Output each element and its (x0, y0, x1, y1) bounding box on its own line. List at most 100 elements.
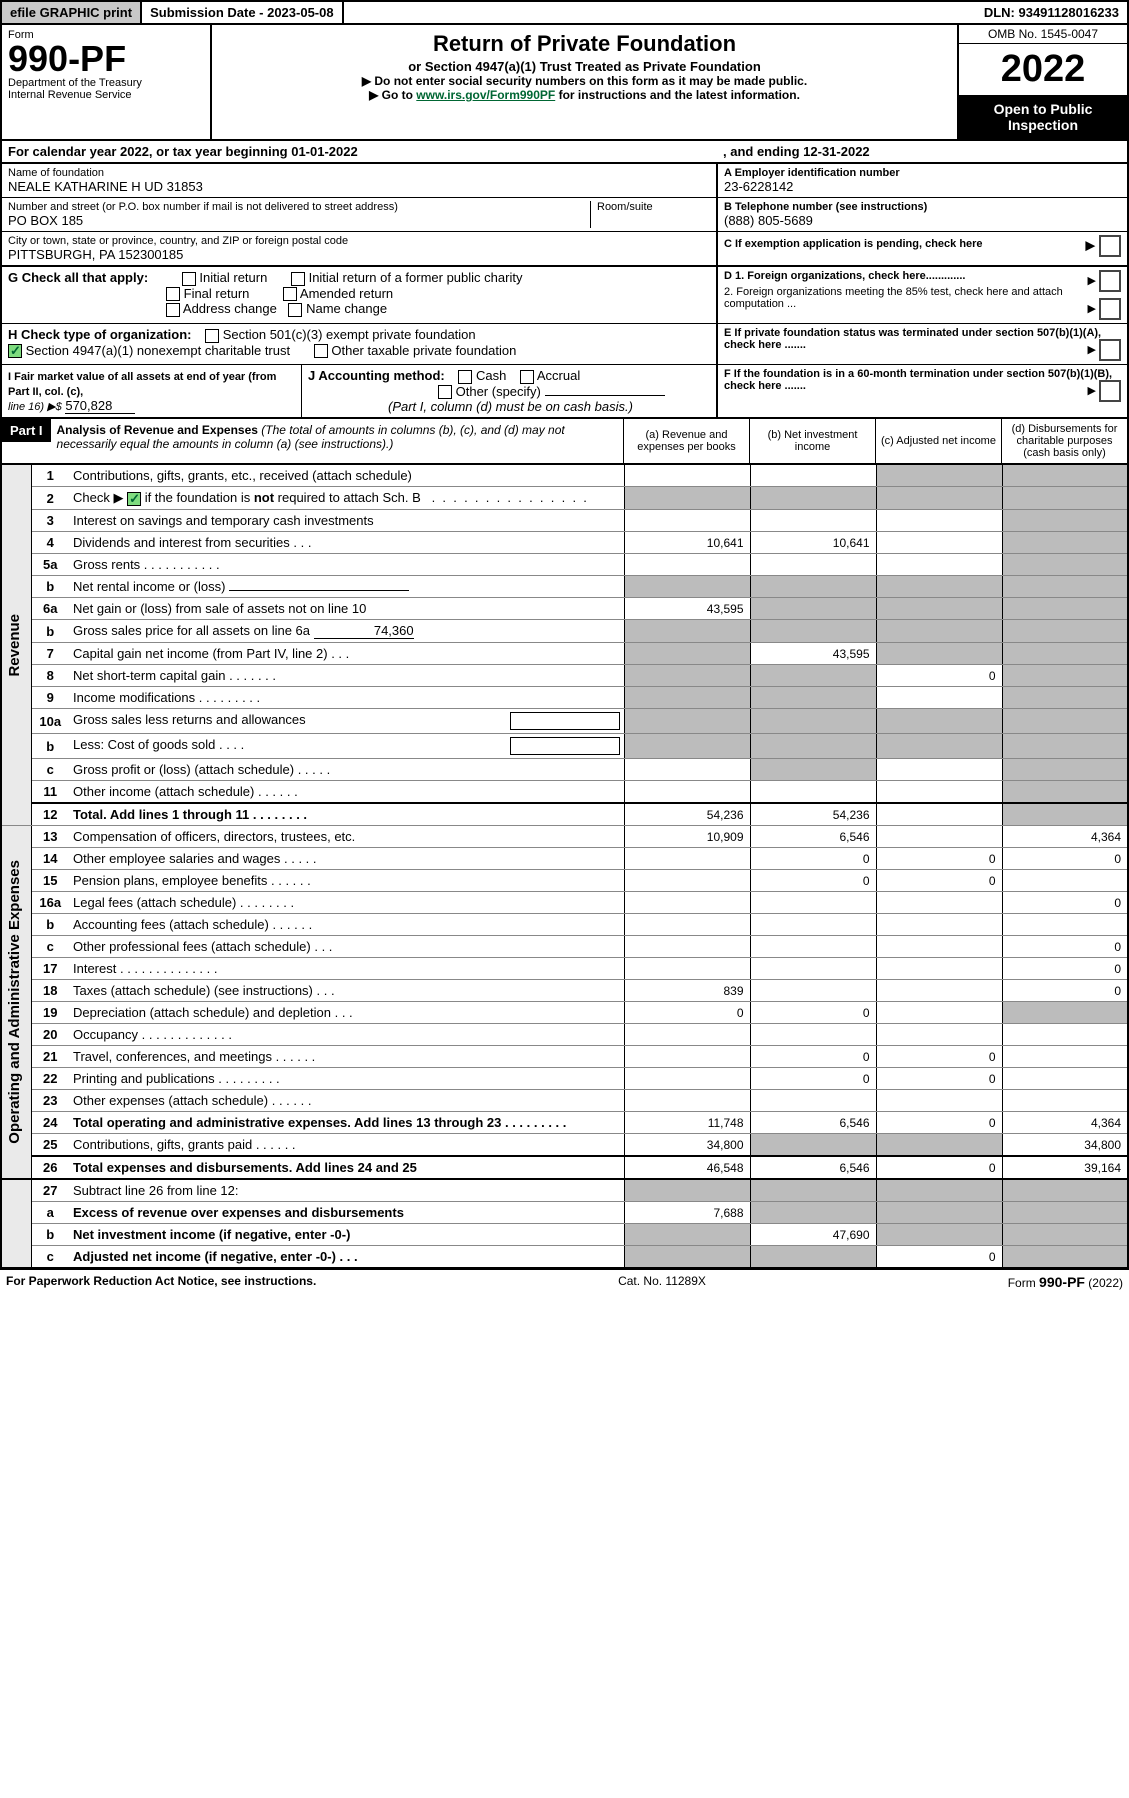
f-checkbox[interactable] (1099, 380, 1121, 402)
line-row: 15Pension plans, employee benefits . . .… (1, 870, 1128, 892)
line-row: 11Other income (attach schedule) . . . .… (1, 781, 1128, 804)
instr-2-post: for instructions and the latest informat… (555, 88, 800, 102)
j-accrual-checkbox[interactable] (520, 370, 534, 384)
g-initial-former: Initial return of a former public charit… (309, 270, 523, 285)
g-name-checkbox[interactable] (288, 303, 302, 317)
city-value: PITTSBURGH, PA 152300185 (8, 247, 710, 262)
line-row: 14Other employee salaries and wages . . … (1, 848, 1128, 870)
g-final: Final return (184, 286, 250, 301)
g-amended-checkbox[interactable] (283, 287, 297, 301)
phone-value: (888) 805-5689 (724, 213, 1121, 228)
line-row: 23Other expenses (attach schedule) . . .… (1, 1090, 1128, 1112)
g-label: G Check all that apply: (8, 270, 148, 285)
line-row: 5aGross rents . . . . . . . . . . . (1, 554, 1128, 576)
e-label: E If private foundation status was termi… (724, 327, 1101, 351)
j-cash-checkbox[interactable] (458, 370, 472, 384)
ein-value: 23-6228142 (724, 179, 1121, 194)
dept: Department of the Treasury (8, 77, 204, 89)
efile-print[interactable]: efile GRAPHIC print (2, 2, 142, 23)
room-label: Room/suite (597, 201, 710, 213)
line-row: bGross sales price for all assets on lin… (1, 620, 1128, 643)
line-row: 25Contributions, gifts, grants paid . . … (1, 1134, 1128, 1157)
g-initial-former-checkbox[interactable] (291, 272, 305, 286)
col-d-header: (d) Disbursements for charitable purpose… (1001, 419, 1127, 463)
line-row: 24Total operating and administrative exp… (1, 1112, 1128, 1134)
line-row: 12Total. Add lines 1 through 11 . . . . … (1, 803, 1128, 826)
form-header: Form 990-PF Department of the Treasury I… (0, 25, 1129, 141)
i-line: line 16) ▶$ (8, 401, 62, 413)
line-row: 4Dividends and interest from securities … (1, 532, 1128, 554)
j-label: J Accounting method: (308, 368, 445, 383)
g-final-checkbox[interactable] (166, 287, 180, 301)
line-row: 22Printing and publications . . . . . . … (1, 1068, 1128, 1090)
form-number: 990-PF (8, 41, 204, 77)
g-name: Name change (306, 301, 387, 316)
top-bar: efile GRAPHIC print Submission Date - 20… (0, 0, 1129, 25)
line-row: aExcess of revenue over expenses and dis… (1, 1202, 1128, 1224)
d2-label: 2. Foreign organizations meeting the 85%… (724, 286, 1063, 310)
instr-1: ▶ Do not enter social security numbers o… (222, 74, 947, 88)
h-other-checkbox[interactable] (314, 344, 328, 358)
g-amended: Amended return (300, 286, 393, 301)
line-row: 27Subtract line 26 from line 12: (1, 1179, 1128, 1202)
j-other-checkbox[interactable] (438, 385, 452, 399)
e-checkbox[interactable] (1099, 339, 1121, 361)
h-4947-checkbox[interactable] (8, 344, 22, 358)
line-row: Revenue1Contributions, gifts, grants, et… (1, 465, 1128, 487)
footer: For Paperwork Reduction Act Notice, see … (0, 1269, 1129, 1294)
dln: DLN: 93491128016233 (976, 2, 1127, 23)
col-a-header: (a) Revenue and expenses per books (623, 419, 749, 463)
instructions-link[interactable]: www.irs.gov/Form990PF (416, 88, 555, 102)
footer-right: Form 990-PF (2022) (1008, 1274, 1123, 1290)
form-title: Return of Private Foundation (222, 31, 947, 57)
g-row: G Check all that apply: Initial return I… (0, 267, 1129, 324)
part1-label: Part I (2, 419, 51, 442)
line-row: bAccounting fees (attach schedule) . . .… (1, 914, 1128, 936)
d2-checkbox[interactable] (1099, 298, 1121, 320)
line-row: 18Taxes (attach schedule) (see instructi… (1, 980, 1128, 1002)
line-row: 7Capital gain net income (from Part IV, … (1, 643, 1128, 665)
line-row: 8Net short-term capital gain . . . . . .… (1, 665, 1128, 687)
omb-number: OMB No. 1545-0047 (959, 25, 1127, 44)
g-initial-checkbox[interactable] (182, 272, 196, 286)
h-other: Other taxable private foundation (331, 343, 516, 358)
line-row: bNet investment income (if negative, ent… (1, 1224, 1128, 1246)
f-label: F If the foundation is in a 60-month ter… (724, 368, 1112, 392)
col-c-header: (c) Adjusted net income (875, 419, 1001, 463)
line-row: cOther professional fees (attach schedul… (1, 936, 1128, 958)
g-initial: Initial return (199, 270, 267, 285)
calendar-begin: For calendar year 2022, or tax year begi… (2, 141, 717, 162)
part1-table: Revenue1Contributions, gifts, grants, et… (0, 465, 1129, 1269)
g-address-checkbox[interactable] (166, 303, 180, 317)
line-row: 16aLegal fees (attach schedule) . . . . … (1, 892, 1128, 914)
line-row: 6aNet gain or (loss) from sale of assets… (1, 598, 1128, 620)
d1-checkbox[interactable] (1099, 270, 1121, 292)
calendar-end: , and ending 12-31-2022 (717, 141, 1127, 162)
i-value: 570,828 (65, 398, 135, 414)
addr-label: Number and street (or P.O. box number if… (8, 201, 590, 213)
identity-row-1: Name of foundation NEALE KATHARINE H UD … (0, 164, 1129, 198)
h-label: H Check type of organization: (8, 327, 191, 342)
ein-label: A Employer identification number (724, 167, 1121, 179)
line-row: 26Total expenses and disbursements. Add … (1, 1156, 1128, 1179)
calendar-year-row: For calendar year 2022, or tax year begi… (0, 141, 1129, 164)
addr-value: PO BOX 185 (8, 213, 590, 228)
submission-date: Submission Date - 2023-05-08 (142, 2, 344, 23)
h-4947: Section 4947(a)(1) nonexempt charitable … (26, 343, 290, 358)
line-row: 19Depreciation (attach schedule) and dep… (1, 1002, 1128, 1024)
name-label: Name of foundation (8, 167, 710, 179)
city-label: City or town, state or province, country… (8, 235, 710, 247)
tax-year: 2022 (959, 44, 1127, 95)
identity-row-3: City or town, state or province, country… (0, 232, 1129, 267)
form-subtitle: or Section 4947(a)(1) Trust Treated as P… (222, 59, 947, 74)
i-j-row: I Fair market value of all assets at end… (0, 365, 1129, 419)
d1-label: D 1. Foreign organizations, check here..… (724, 270, 965, 282)
line-row: Operating and Administrative Expenses13C… (1, 826, 1128, 848)
c-checkbox[interactable] (1099, 235, 1121, 257)
line-row: cGross profit or (loss) (attach schedule… (1, 759, 1128, 781)
h-501-checkbox[interactable] (205, 329, 219, 343)
line-row: 20Occupancy . . . . . . . . . . . . . (1, 1024, 1128, 1046)
g-address: Address change (183, 301, 277, 316)
line-row: 10aGross sales less returns and allowanc… (1, 709, 1128, 734)
j-cash: Cash (476, 368, 506, 383)
